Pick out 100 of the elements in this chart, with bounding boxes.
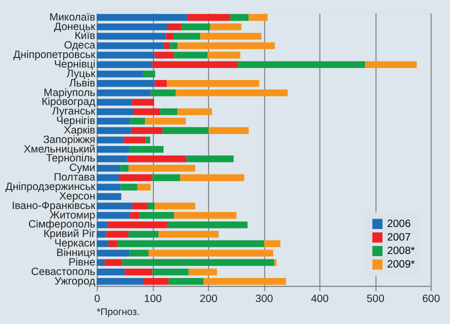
bar xyxy=(96,61,152,68)
bar xyxy=(164,42,170,50)
bar xyxy=(96,14,188,21)
y-tick-label: Івано-Франківськ xyxy=(12,200,96,212)
bar xyxy=(96,221,108,228)
bar xyxy=(148,250,274,256)
y-tick-label: Маріуполь xyxy=(44,86,96,99)
text: *Прогноз. xyxy=(96,306,140,318)
bar xyxy=(120,164,128,172)
bar xyxy=(132,98,154,106)
bar xyxy=(154,80,167,87)
bar xyxy=(200,32,262,40)
bar xyxy=(96,155,128,162)
bar xyxy=(248,14,268,21)
bar xyxy=(96,80,155,87)
bar xyxy=(96,70,143,78)
bar xyxy=(96,32,166,40)
bar xyxy=(96,268,125,276)
bar xyxy=(210,23,242,30)
bar xyxy=(148,202,155,210)
bar xyxy=(127,155,186,162)
bar xyxy=(154,202,196,210)
x-tick-label: 200 xyxy=(200,292,218,305)
bar xyxy=(96,127,132,134)
bar xyxy=(104,259,122,266)
bar xyxy=(167,221,248,228)
y-tick-label: Львів xyxy=(69,77,96,90)
bar xyxy=(128,230,159,238)
bar xyxy=(188,268,217,276)
bar xyxy=(264,240,280,248)
legend-label: 2008* xyxy=(387,244,415,257)
bar xyxy=(187,14,230,21)
bar xyxy=(152,61,238,68)
y-tick-label: Кривий Ріг xyxy=(43,228,96,240)
bar xyxy=(129,146,164,153)
bar xyxy=(96,42,164,50)
bar xyxy=(364,61,417,68)
bar xyxy=(119,174,152,182)
bar xyxy=(96,174,120,182)
y-tick-label: Суми xyxy=(69,162,96,174)
bar xyxy=(152,174,180,182)
bar xyxy=(132,202,148,210)
bar xyxy=(108,240,118,248)
legend-label: 2006 xyxy=(387,218,411,230)
bar xyxy=(150,89,176,96)
y-tick-label: Кіровоград xyxy=(42,96,96,108)
bar xyxy=(96,193,122,200)
bar xyxy=(208,127,249,134)
bar xyxy=(96,184,121,191)
x-tick-label: 400 xyxy=(310,292,329,305)
bar xyxy=(158,230,219,238)
x-tick-label: 0 xyxy=(94,292,100,305)
x-tick-label: 600 xyxy=(422,292,440,305)
y-tick-label: Донецьк xyxy=(54,20,96,33)
bar xyxy=(168,23,182,30)
bar xyxy=(166,80,260,87)
y-tick-label: Севастополь xyxy=(31,266,96,278)
y-tick-label: Полтава xyxy=(54,172,96,184)
bar xyxy=(131,127,162,134)
bar xyxy=(186,155,234,162)
bar xyxy=(96,278,143,285)
bar xyxy=(146,136,150,144)
bar xyxy=(96,202,132,210)
x-tick-label: 100 xyxy=(144,292,162,305)
bar xyxy=(96,108,134,116)
bar xyxy=(238,61,365,68)
bar xyxy=(96,118,130,125)
bar xyxy=(124,136,146,144)
x-tick-label: 500 xyxy=(366,292,384,305)
bar xyxy=(176,89,288,96)
bar xyxy=(162,127,209,134)
bar xyxy=(130,212,140,219)
bar xyxy=(120,184,138,191)
y-tick-label: Сімферополь xyxy=(28,218,96,231)
bar xyxy=(96,23,168,30)
legend-label: 2007 xyxy=(387,231,411,244)
bar xyxy=(208,52,240,59)
bar xyxy=(182,23,210,30)
bar xyxy=(96,212,130,219)
bar xyxy=(96,230,106,238)
bar xyxy=(134,108,160,116)
bar xyxy=(118,240,264,248)
bar xyxy=(154,52,174,59)
bar xyxy=(177,42,275,50)
bar xyxy=(96,146,130,153)
bar xyxy=(180,174,244,182)
bar xyxy=(96,52,155,59)
bar xyxy=(96,164,120,172)
bar xyxy=(96,250,130,256)
bar xyxy=(137,184,151,191)
bar xyxy=(152,268,189,276)
bar xyxy=(174,32,200,40)
bar xyxy=(106,230,128,238)
bar xyxy=(174,52,208,59)
bar xyxy=(124,268,152,276)
x-tick-label: 300 xyxy=(255,292,274,305)
y-tick-label: Київ xyxy=(74,30,96,42)
bar xyxy=(145,118,186,125)
bar xyxy=(230,14,249,21)
bar xyxy=(142,278,169,285)
